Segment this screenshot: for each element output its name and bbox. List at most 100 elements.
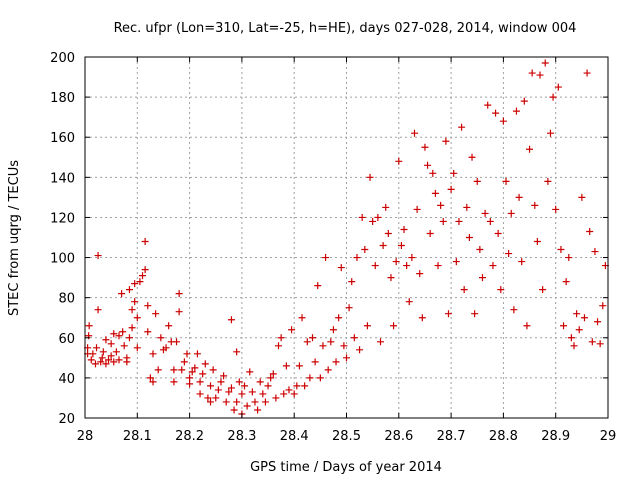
data-point: [207, 398, 215, 406]
data-point: [280, 390, 288, 398]
data-point: [337, 264, 345, 272]
data-point: [439, 217, 447, 225]
data-point: [426, 229, 434, 237]
data-point: [329, 326, 337, 334]
data-point: [120, 342, 128, 350]
data-point: [416, 270, 424, 278]
data-point: [133, 314, 141, 322]
data-point: [544, 177, 552, 185]
data-point: [468, 153, 476, 161]
data-point: [358, 213, 366, 221]
data-point: [267, 374, 275, 382]
data-point: [557, 246, 565, 254]
data-point: [144, 328, 152, 336]
data-point: [350, 334, 358, 342]
data-point: [144, 302, 152, 310]
data-point: [288, 326, 296, 334]
data-point: [165, 322, 173, 330]
data-point: [306, 374, 314, 382]
data-point: [410, 129, 418, 137]
data-point: [272, 394, 280, 402]
data-point: [471, 310, 479, 318]
data-point: [392, 258, 400, 266]
data-point: [251, 398, 259, 406]
data-point: [214, 386, 222, 394]
data-point: [481, 209, 489, 217]
data-point: [233, 398, 241, 406]
data-point: [520, 97, 528, 105]
data-point: [523, 322, 531, 330]
data-point: [301, 382, 309, 390]
x-axis-ticks: 28 28.1 28.2 28.3 28.4 28.5 28.6 28.7 28.8 28.9 29: [77, 57, 617, 444]
data-point: [473, 177, 481, 185]
data-point: [421, 143, 429, 151]
data-point: [494, 229, 502, 237]
data-point: [225, 388, 233, 396]
data-point: [497, 286, 505, 294]
data-point: [578, 193, 586, 201]
data-point: [361, 246, 369, 254]
data-point: [314, 282, 322, 290]
data-point: [141, 266, 149, 274]
data-point: [254, 406, 262, 414]
x-tick-label: 28.6: [384, 429, 413, 444]
data-point: [533, 238, 541, 246]
data-point: [476, 246, 484, 254]
data-point: [119, 328, 127, 336]
x-axis-label: GPS time / Days of year 2014: [250, 460, 442, 475]
data-point: [562, 278, 570, 286]
data-point: [141, 238, 149, 246]
data-point: [531, 201, 539, 209]
data-point: [175, 308, 183, 316]
data-point: [277, 334, 285, 342]
data-point: [241, 382, 249, 390]
data-point: [447, 185, 455, 193]
data-point: [549, 93, 557, 101]
y-tick-label: 140: [50, 171, 75, 186]
data-point: [196, 390, 204, 398]
data-point: [465, 234, 473, 241]
data-point: [596, 340, 604, 348]
data-point: [196, 378, 204, 386]
data-point: [162, 344, 170, 352]
data-point: [502, 177, 510, 185]
y-tick-label: 120: [50, 211, 75, 226]
data-point: [183, 350, 191, 358]
data-point: [217, 378, 225, 386]
data-point: [382, 203, 390, 211]
y-tick-label: 40: [58, 372, 75, 387]
data-point: [89, 350, 97, 358]
data-point: [397, 242, 405, 250]
data-point: [186, 374, 194, 382]
data-point: [528, 69, 536, 77]
data-point: [599, 302, 607, 310]
data-point: [149, 378, 157, 386]
x-tick-label: 28.9: [541, 429, 570, 444]
data-point: [450, 169, 458, 177]
data-point: [102, 360, 110, 368]
data-point: [107, 340, 115, 348]
data-point: [128, 324, 136, 332]
data-point: [588, 338, 596, 346]
data-point: [492, 109, 500, 117]
data-point: [133, 344, 141, 352]
data-point: [125, 334, 133, 342]
data-point: [586, 227, 594, 235]
x-tick-label: 28: [77, 429, 94, 444]
x-tick-label: 28.3: [227, 429, 256, 444]
y-tick-label: 60: [58, 332, 75, 347]
data-point: [384, 229, 392, 237]
data-point: [201, 360, 209, 368]
data-point: [204, 394, 212, 402]
x-tick-label: 29: [600, 429, 617, 444]
data-point: [246, 368, 254, 376]
data-point: [575, 326, 583, 334]
data-point: [238, 390, 246, 398]
data-point: [220, 372, 228, 380]
data-point: [285, 386, 293, 394]
data-point: [366, 173, 374, 181]
data-point: [209, 366, 217, 374]
data-point: [332, 358, 340, 366]
data-point: [424, 161, 432, 169]
data-point: [256, 378, 264, 386]
